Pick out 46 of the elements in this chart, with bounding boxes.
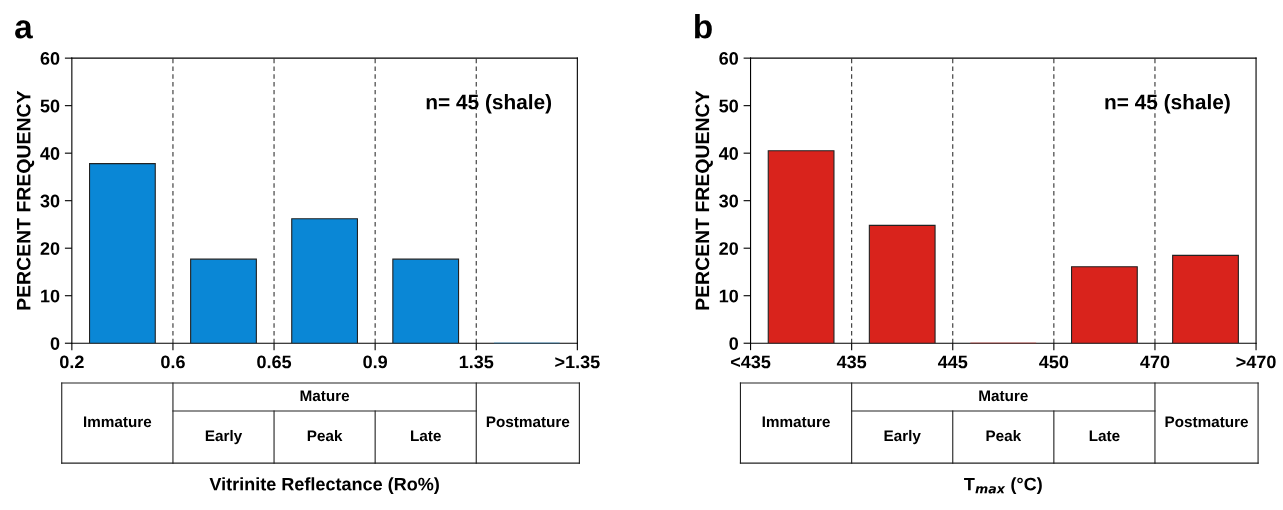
chart-title: b <box>695 14 712 39</box>
y-axis-title: PERCENT FREQUENCY <box>695 90 713 310</box>
y-tick-label: 40 <box>40 147 60 160</box>
text: Peak <box>986 429 1022 442</box>
x-tick-label: 0.9 <box>363 355 388 369</box>
x-tick-label: >1.35 <box>555 355 600 369</box>
y-tick-label: 40 <box>718 147 739 160</box>
x-tick-label: 0.6 <box>161 355 185 369</box>
x-tick-label: >470 <box>1236 355 1276 369</box>
x-tick-label: 435 <box>836 355 867 369</box>
annotation: n= 45 (shale) <box>1105 94 1230 114</box>
y-tick-label: 20 <box>719 242 739 255</box>
y-tick-label: 50 <box>40 99 60 113</box>
y-tick-label: 0 <box>50 337 60 350</box>
text: Peak <box>307 429 343 442</box>
text: Mature <box>979 390 1028 402</box>
text: Early <box>884 429 921 445</box>
text: Late <box>411 430 441 442</box>
text: Mature <box>300 390 350 402</box>
y-tick-label: 60 <box>719 52 739 65</box>
x-tick-label: 0.65 <box>257 355 292 369</box>
x-axis-title: Vitrinite Reflectance (Ro%) <box>209 477 439 495</box>
y-tick-label: 50 <box>719 99 739 113</box>
y-tick-label: 60 <box>40 52 60 65</box>
text: Postmature <box>486 416 570 428</box>
text: Immature <box>83 416 152 428</box>
annotation: n= 45 (shale) <box>426 94 552 114</box>
x-tick-label: 445 <box>937 355 968 369</box>
chart-title: a <box>15 20 33 39</box>
text: Late <box>1089 430 1120 442</box>
x-tick-label: <435 <box>730 355 771 369</box>
text: Immature <box>762 416 830 428</box>
y-tick-label: 20 <box>40 242 60 255</box>
y-tick-label: 0 <box>729 337 739 350</box>
text: Early <box>205 429 243 445</box>
x-tick-label: 470 <box>1140 355 1170 369</box>
y-tick-label: 10 <box>41 289 60 303</box>
y-tick-label: 30 <box>719 194 739 208</box>
x-tick-label: 450 <box>1039 355 1069 369</box>
x-tick-label: 1.35 <box>459 355 494 369</box>
x-axis-title: T$_{max}$ (°C) <box>964 477 1042 495</box>
y-axis-title: PERCENT FREQUENCY <box>16 90 35 310</box>
text: Postmature <box>1165 416 1249 428</box>
x-tick-label: 0.2 <box>60 355 84 369</box>
y-tick-label: 30 <box>40 194 60 208</box>
y-tick-label: 10 <box>719 289 739 303</box>
